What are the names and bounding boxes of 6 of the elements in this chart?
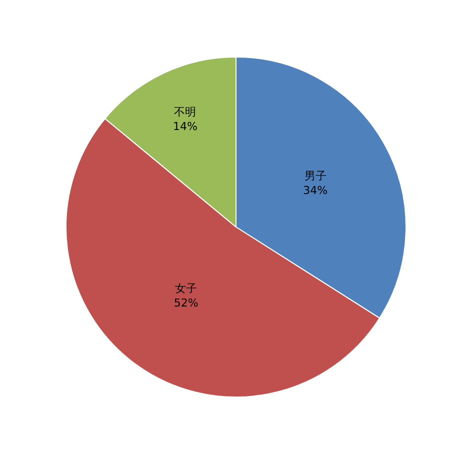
slice-label: 男子 [304,170,326,183]
data-label: 52% [174,296,198,310]
data-label: 34% [303,184,328,197]
data-label: 14% [173,120,198,133]
slice-label: 不明 [174,105,196,118]
slice-label: 女子 [175,282,198,296]
